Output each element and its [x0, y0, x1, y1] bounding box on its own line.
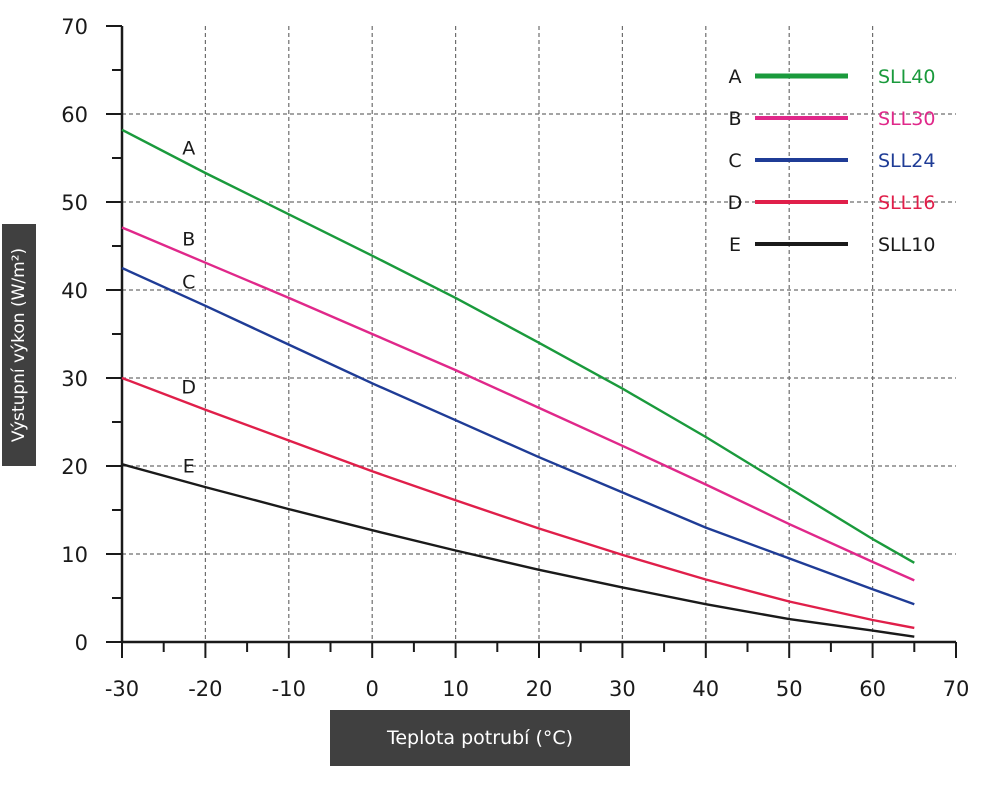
y-tick-label: 40: [61, 279, 88, 303]
legend-entry-sll10: E SLL10: [729, 234, 935, 256]
y-tick-label: 30: [61, 367, 88, 391]
legend-letter: E: [729, 234, 741, 256]
series-line-sll40: [121, 128, 915, 564]
legend-letter: D: [728, 192, 743, 214]
x-tick-label: 0: [366, 677, 379, 701]
legend-series-name: SLL40: [878, 66, 935, 88]
x-axis-title-box: Teplota potrubí (°C): [330, 710, 630, 766]
x-tick-label: -20: [188, 677, 222, 701]
series-letter-label: E: [183, 456, 195, 478]
y-tick-label: 0: [75, 631, 88, 655]
x-tick-label: 30: [609, 677, 636, 701]
series-letter-labels: A BC D E: [181, 137, 196, 477]
legend-entry-sll24: C SLL24: [728, 150, 935, 172]
y-tick-label: 10: [61, 543, 88, 567]
legend: A SLL40 B SLL30 C SLL24 D SLL16 E SLL10: [728, 66, 936, 256]
x-tick-label: 70: [943, 677, 970, 701]
legend-series-name: SLL16: [878, 192, 935, 214]
y-axis-title: Výstupní výkon (W/m²): [9, 247, 29, 443]
series-line-sll16: [121, 376, 915, 630]
series-line-sll24: [121, 266, 915, 606]
series-letter-label: A: [182, 137, 195, 159]
legend-letter: B: [728, 108, 741, 130]
x-tick-label: -30: [105, 677, 139, 701]
x-tick-label: 50: [776, 677, 803, 701]
legend-entry-sll30: B SLL30: [728, 108, 935, 130]
y-tick-labels: 0 10 20 30 40 50 60 70: [61, 15, 88, 655]
series-letter-label: D: [181, 376, 196, 398]
x-axis-title: Teplota potrubí (°C): [386, 727, 574, 749]
x-tick-label: 40: [692, 677, 719, 701]
legend-entry-sll16: D SLL16: [728, 192, 936, 214]
legend-series-name: SLL30: [878, 108, 935, 130]
legend-series-name: SLL24: [878, 150, 935, 172]
tick-marks: [106, 25, 957, 658]
series-lines: [121, 128, 915, 638]
y-tick-label: 70: [61, 15, 88, 39]
legend-series-name: SLL10: [878, 234, 935, 256]
x-tick-label: 20: [526, 677, 553, 701]
legend-entry-sll40: A SLL40: [729, 66, 936, 88]
grid: [122, 26, 956, 642]
x-tick-label: -10: [272, 677, 306, 701]
y-tick-label: 20: [61, 455, 88, 479]
legend-letter: C: [728, 150, 741, 172]
series-letter-label: B: [182, 229, 195, 251]
y-tick-label: 50: [61, 191, 88, 215]
legend-letter: A: [729, 66, 742, 88]
series-letter-label: C: [182, 271, 195, 293]
x-tick-label: 10: [442, 677, 469, 701]
y-axis-title-box: Výstupní výkon (W/m²): [2, 224, 36, 466]
y-tick-label: 60: [61, 103, 88, 127]
x-tick-labels: -30 -20 -10 0 10 20 30 40 50 60 70: [105, 677, 970, 701]
x-tick-label: 60: [859, 677, 886, 701]
series-line-sll30: [121, 226, 915, 582]
series-line-sll10: [121, 463, 915, 638]
